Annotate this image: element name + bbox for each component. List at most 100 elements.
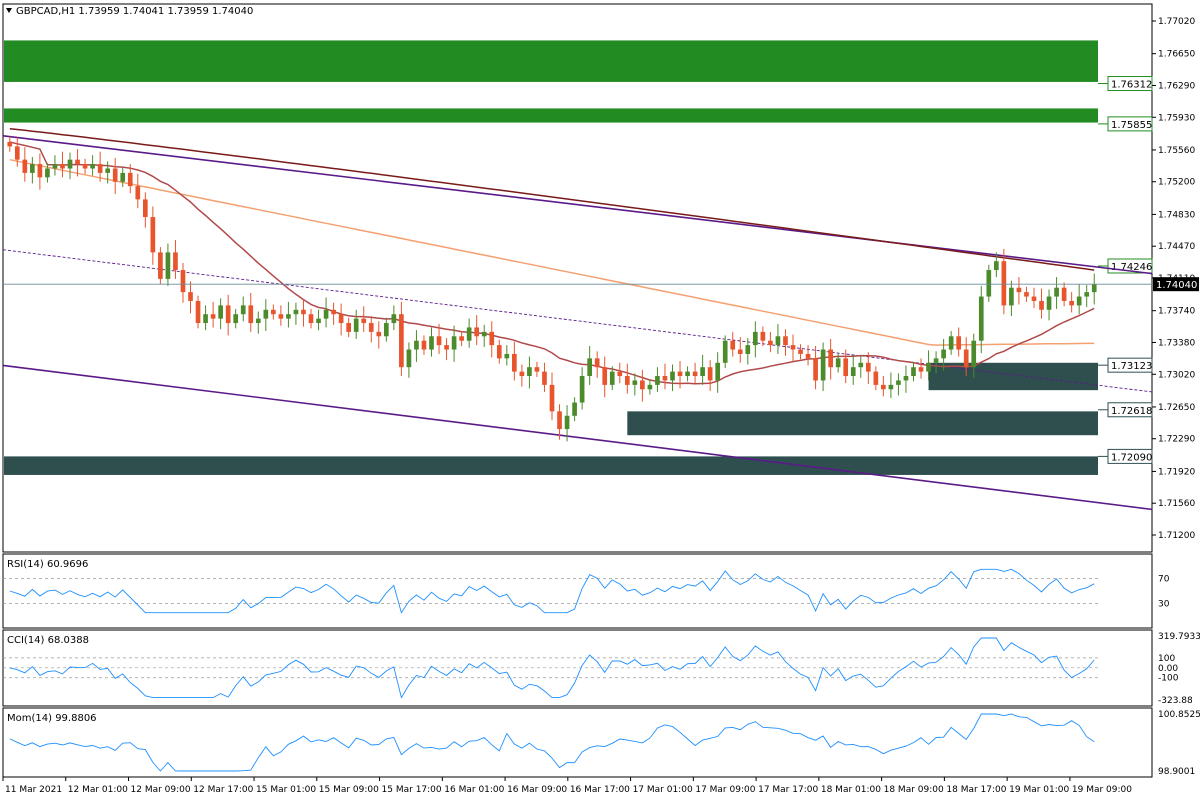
candle-body — [233, 314, 239, 324]
candle-body — [609, 371, 615, 385]
candle-body — [835, 358, 841, 368]
indicator-frame — [2, 553, 1153, 629]
y-tick-label: 1.73740 — [1158, 307, 1195, 317]
candle-body — [346, 323, 351, 332]
candle-body — [406, 349, 412, 368]
y-tick-label: 1.71920 — [1158, 467, 1195, 477]
indicator-frame — [2, 707, 1153, 778]
candle-body — [730, 340, 736, 350]
price-panel[interactable]: 1.76312 1.75855 1.74246 1.73123 1.72618 1.720… — [2, 3, 1199, 553]
candle-body — [926, 362, 931, 372]
candle-body — [203, 314, 208, 324]
candle-body — [692, 371, 698, 377]
candle-body — [120, 172, 126, 182]
candle-body — [768, 340, 773, 346]
candle-body — [963, 349, 969, 368]
candle-body — [911, 367, 916, 377]
candle-body — [971, 340, 977, 368]
candle-body — [331, 309, 336, 315]
candle-body — [918, 367, 924, 372]
candle-body — [941, 349, 946, 359]
candle-body — [52, 164, 58, 169]
y-tick-label: 1.74470 — [1158, 242, 1195, 252]
candle-body — [722, 340, 728, 363]
time-axis: 11 Mar 2021 12 Mar 01:00 12 Mar 09:00 12 Ma… — [2, 777, 1132, 795]
candle-body — [542, 371, 547, 385]
indicator-frame — [2, 629, 1153, 707]
candle-body — [218, 305, 223, 319]
candle-body — [527, 367, 532, 377]
y-tick-label: 1.75200 — [1158, 178, 1195, 188]
candle-body — [888, 384, 894, 390]
momentum-panel[interactable]: 100.8525 98.9001 Mom(14) 99.8806 — [2, 707, 1200, 778]
candle-body — [572, 402, 577, 416]
candle-body — [255, 318, 261, 324]
y-tick-label: 1.72290 — [1158, 435, 1195, 445]
median-dotted-line — [2, 249, 1153, 393]
candle-body — [978, 296, 984, 341]
level-label: 1.72618 — [1111, 406, 1152, 417]
candle-body — [707, 367, 713, 381]
candle-body — [881, 384, 886, 390]
indicator-header: CCI(14) 68.0388 — [7, 635, 89, 646]
candle-body — [173, 252, 178, 271]
candle-body — [753, 331, 758, 346]
candle-body — [903, 376, 909, 381]
candle-body — [67, 159, 73, 169]
candle-body — [188, 292, 193, 301]
supply-zone — [4, 40, 1098, 82]
candle-body — [286, 314, 291, 319]
candle-body — [775, 336, 781, 346]
candle-body — [993, 261, 999, 271]
indicator-tick-label: 0.00 — [1158, 664, 1178, 674]
rsi-panel[interactable]: 70 30 RSI(14) 60.9696 — [2, 553, 1170, 629]
candle-body — [150, 217, 156, 253]
candle-body — [956, 336, 962, 350]
candle-body — [1024, 292, 1029, 297]
candle-body — [579, 376, 585, 403]
candle-body — [158, 252, 163, 279]
indicator-tick-label: 100.8525 — [1158, 710, 1200, 720]
lower-trendline — [2, 364, 1153, 511]
indicator-line — [9, 568, 1095, 614]
candle-body — [798, 349, 803, 354]
candle-body — [519, 371, 525, 377]
candle-body — [376, 331, 382, 337]
candle-body — [338, 314, 344, 324]
candle-body — [805, 353, 811, 359]
x-tick-label: 19 Mar 01:00 — [1009, 785, 1069, 795]
x-tick-label: 12 Mar 17:00 — [193, 785, 253, 795]
level-label: 1.73123 — [1111, 361, 1152, 372]
candle-body — [783, 336, 788, 346]
candle-body — [677, 371, 683, 377]
candle-body — [549, 384, 555, 412]
level-label-box — [1107, 402, 1153, 418]
candle-body — [248, 305, 254, 324]
candle-body — [7, 141, 13, 147]
candle-body — [986, 270, 992, 297]
candle-body — [948, 336, 954, 350]
candle-body — [655, 376, 660, 385]
candle-body — [873, 371, 879, 385]
candle-body — [700, 367, 705, 377]
candle-body — [240, 305, 246, 315]
candle-body — [850, 367, 856, 377]
candle-body — [135, 186, 141, 200]
x-tick-label: 17 Mar 17:00 — [758, 785, 818, 795]
candle-body — [112, 168, 118, 182]
level-label-box — [1107, 76, 1153, 92]
x-tick-label: 18 Mar 09:00 — [884, 785, 944, 795]
candle-body — [662, 376, 668, 381]
candle-body — [737, 349, 743, 354]
x-tick-label: 15 Mar 01:00 — [256, 785, 316, 795]
candle-body — [429, 336, 434, 350]
x-tick-label: 18 Mar 17:00 — [946, 785, 1006, 795]
candle-body — [466, 327, 472, 341]
level-label: 1.72090 — [1111, 452, 1152, 463]
candle-body — [353, 318, 359, 332]
candle-body — [481, 331, 487, 337]
x-tick-label: 15 Mar 09:00 — [319, 785, 379, 795]
candle-body — [301, 309, 306, 315]
